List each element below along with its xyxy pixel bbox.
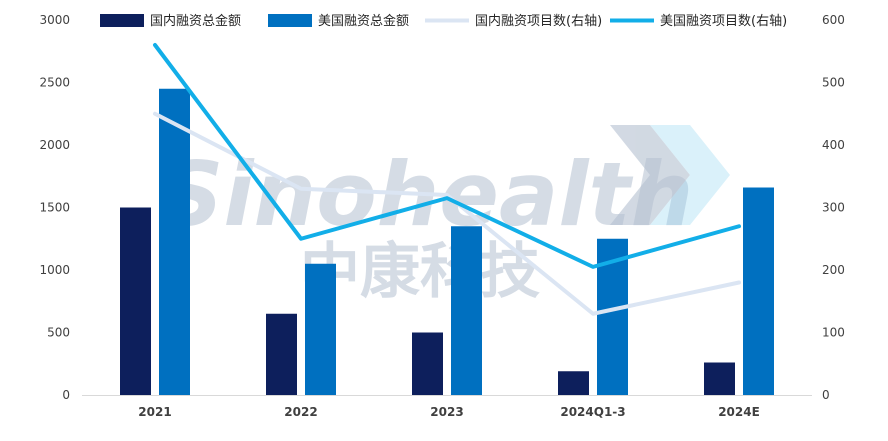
y-right-tick-label: 600	[822, 13, 845, 27]
legend-item: 国内融资总金额	[100, 13, 241, 29]
domestic-amount-bar	[266, 313, 297, 395]
domestic-count-line	[153, 111, 741, 316]
domestic-amount-bar	[704, 362, 735, 395]
y-left-tick-label: 3000	[39, 13, 70, 27]
legend-label: 国内融资总金额	[150, 13, 241, 29]
legend-swatch	[268, 14, 312, 27]
us-count-line	[153, 43, 741, 269]
us-amount-bar	[305, 263, 336, 395]
x-tick-label: 2023	[430, 405, 463, 419]
y-left-tick-label: 2500	[39, 76, 70, 90]
legend-item: 美国融资项目数(右轴)	[610, 14, 787, 29]
domestic-amount-bar	[120, 207, 151, 395]
legend-swatch	[100, 14, 144, 27]
y-left-tick-label: 2000	[39, 138, 70, 152]
x-tick-label: 2024Q1-3	[560, 405, 625, 419]
us-amount-bar	[451, 226, 482, 395]
y-right-tick-label: 100	[822, 326, 845, 340]
watermark: Sinohealth 中康科技	[160, 125, 730, 307]
legend-label: 国内融资项目数(右轴)	[475, 13, 602, 29]
y-left-tick-label: 1500	[39, 201, 70, 215]
y-right-tick-label: 500	[822, 76, 845, 90]
x-tick-label: 2022	[284, 405, 317, 419]
y-left-tick-label: 1000	[39, 263, 70, 277]
domestic-amount-bar	[412, 332, 443, 395]
y-left-tick-label: 500	[47, 326, 70, 340]
us-amount-bar	[159, 88, 190, 395]
legend-label: 美国融资项目数(右轴)	[660, 14, 787, 29]
y-right-tick-label: 200	[822, 263, 845, 277]
y-left-tick-label: 0	[62, 388, 70, 402]
legend-item: 国内融资项目数(右轴)	[425, 13, 602, 29]
legend-label: 美国融资总金额	[318, 13, 409, 29]
x-tick-label: 2021	[138, 405, 171, 419]
us-amount-bar	[743, 187, 774, 395]
domestic-amount-bar	[558, 371, 589, 395]
y-right-tick-label: 300	[822, 201, 845, 215]
chevron-logo-icon	[610, 125, 730, 225]
y-right-tick-label: 400	[822, 138, 845, 152]
watermark-chinese-text: 中康科技	[300, 237, 540, 307]
legend-item: 美国融资总金额	[268, 13, 409, 29]
x-tick-label: 2024E	[718, 405, 760, 419]
y-right-tick-label: 0	[822, 388, 830, 402]
